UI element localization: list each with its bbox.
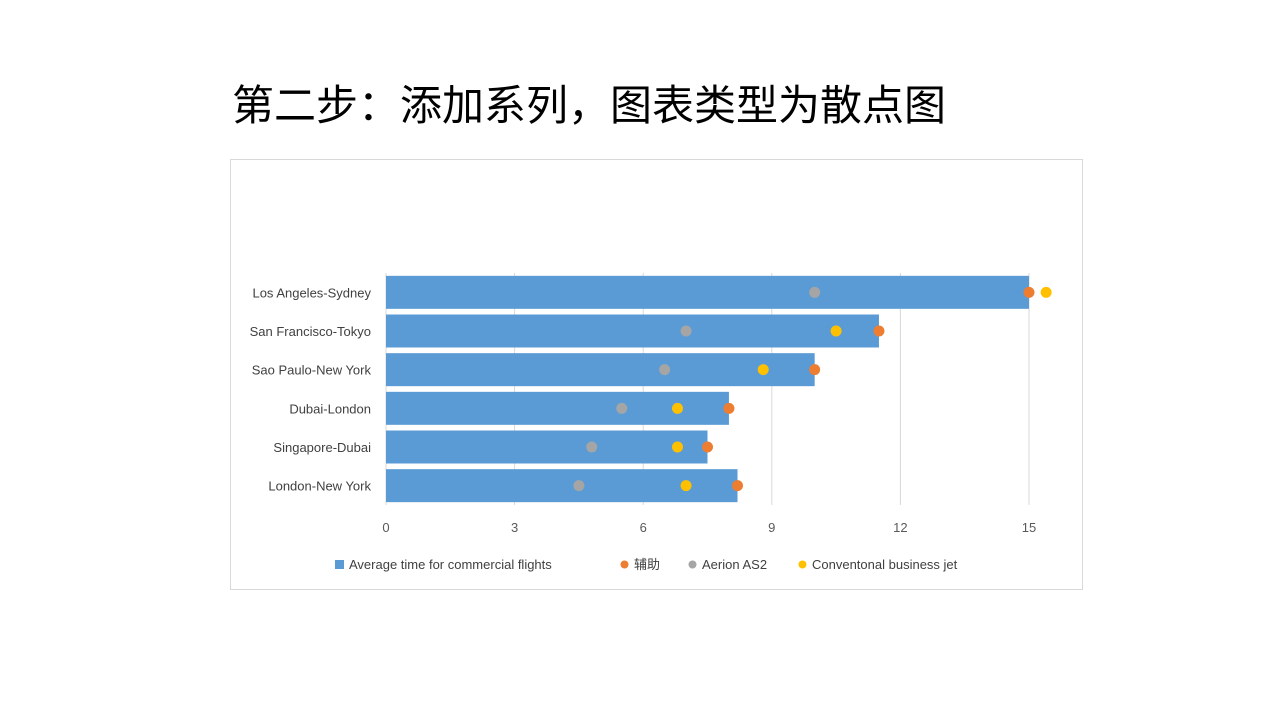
scatter-point [671, 441, 683, 453]
scatter-point [680, 325, 692, 337]
scatter-point [659, 364, 671, 376]
legend-label: 辅助 [634, 557, 660, 572]
scatter-point [732, 480, 744, 492]
x-tick-label: 15 [1022, 520, 1036, 535]
legend-label: Conventonal business jet [812, 557, 958, 572]
scatter-point [616, 402, 628, 414]
scatter-point [809, 286, 821, 298]
scatter-point [873, 325, 885, 337]
scatter-point [671, 402, 683, 414]
bar [386, 314, 879, 348]
legend-swatch-square [335, 560, 344, 569]
legend-swatch-dot [620, 560, 629, 569]
chart-area: 0 3 6 9 12 15 Los Angeles-Sydney San Francisco-… [230, 159, 1083, 590]
x-tick-label: 0 [382, 520, 389, 535]
y-category-label: Singapore-Dubai [273, 440, 371, 455]
x-tick-label: 6 [640, 520, 647, 535]
scatter-point [702, 441, 713, 453]
y-category-label: Dubai-London [289, 401, 371, 416]
bar [386, 391, 729, 425]
bar [386, 469, 738, 503]
y-category-label: London-New York [268, 479, 371, 494]
y-category-label: Los Angeles-Sydney [252, 285, 371, 300]
legend-label: Average time for commercial flights [349, 557, 552, 572]
scatter-point [723, 402, 735, 414]
scatter-point [1040, 286, 1052, 298]
bar [386, 430, 708, 464]
slide-title: 第二步：添加系列，图表类型为散点图 [232, 81, 947, 130]
scatter-point [809, 364, 821, 376]
scatter-point [1023, 286, 1035, 298]
bar [386, 353, 815, 387]
x-tick-label: 9 [768, 520, 775, 535]
legend-label: Aerion AS2 [702, 557, 767, 572]
x-tick-label: 12 [893, 520, 907, 535]
legend-swatch-dot [798, 560, 807, 569]
bar-scatter-chart: 0 3 6 9 12 15 Los Angeles-Sydney San Francisco-… [250, 273, 1052, 572]
scatter-point [757, 364, 769, 376]
scatter-point [586, 441, 598, 453]
scatter-point [680, 480, 692, 492]
legend-swatch-dot [688, 560, 697, 569]
y-category-label: San Francisco-Tokyo [250, 324, 371, 339]
scatter-point [830, 325, 842, 337]
y-category-label: Sao Paulo-New York [252, 363, 372, 378]
x-tick-label: 3 [511, 520, 518, 535]
bar [386, 275, 1029, 309]
scatter-point [573, 480, 585, 492]
